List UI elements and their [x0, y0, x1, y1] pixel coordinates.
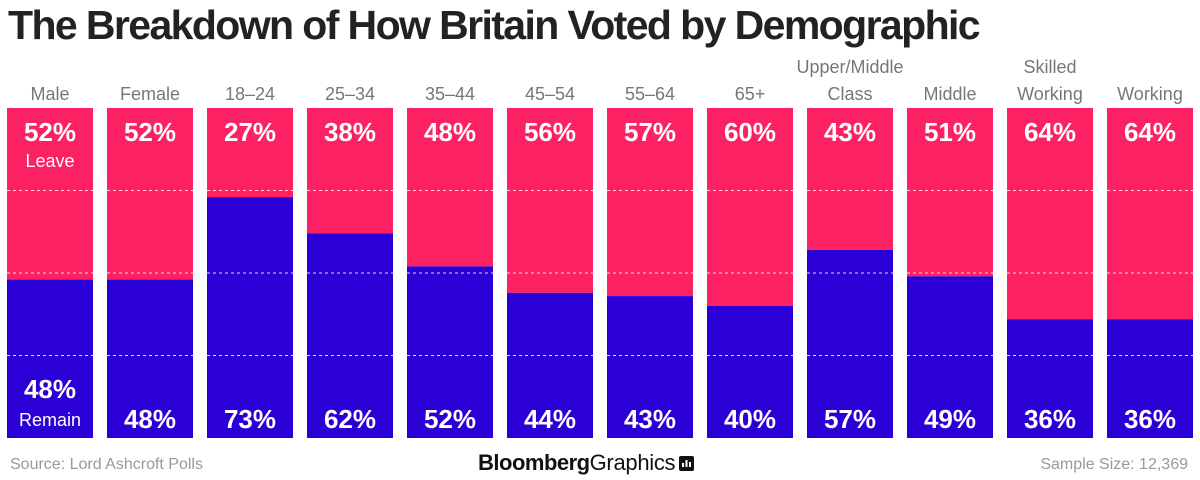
- source-note: Source: Lord Ashcroft Polls: [10, 456, 203, 473]
- bar-chart-speech-icon: [679, 456, 695, 471]
- category-label: Working: [1017, 84, 1083, 104]
- bar-leave: [607, 108, 693, 297]
- bar-remain: [107, 279, 193, 438]
- category-label: 18–24: [225, 84, 275, 104]
- category-label: Upper/Middle: [796, 57, 903, 77]
- bar-leave: [207, 108, 293, 198]
- category-label: 35–44: [425, 84, 475, 104]
- leave-value-label: 43%: [824, 117, 876, 147]
- remain-value-label: 48%: [124, 404, 176, 434]
- bar-leave: [1007, 108, 1093, 320]
- chart-title: The Breakdown of How Britain Voted by De…: [8, 2, 981, 48]
- bar-remain: [307, 233, 393, 438]
- remain-value-label: 43%: [624, 404, 676, 434]
- leave-value-label: 64%: [1024, 117, 1076, 147]
- bar-leave: [7, 108, 93, 280]
- leave-value-label: 60%: [724, 117, 776, 147]
- bar-remain: [707, 306, 793, 438]
- category-label: 55–64: [625, 84, 675, 104]
- brand-light: Graphics: [589, 450, 676, 475]
- leave-value-label: 52%: [24, 117, 76, 147]
- leave-value-label: 56%: [524, 117, 576, 147]
- sample-size-note: Sample Size: 12,369: [1040, 456, 1188, 473]
- bar-leave: [907, 108, 993, 277]
- remain-value-label: 52%: [424, 404, 476, 434]
- leave-value-label: 38%: [324, 117, 376, 147]
- bar-remain: [607, 296, 693, 438]
- remain-series-label: Remain: [19, 410, 81, 430]
- bar-leave: [307, 108, 393, 234]
- category-label: Skilled: [1023, 57, 1076, 77]
- leave-value-label: 64%: [1124, 117, 1176, 147]
- brand-logo: BloombergGraphics: [478, 450, 695, 476]
- category-label: Female: [120, 84, 180, 104]
- category-label: 45–54: [525, 84, 575, 104]
- remain-value-label: 73%: [224, 404, 276, 434]
- bar-remain: [7, 279, 93, 438]
- remain-value-label: 57%: [824, 404, 876, 434]
- leave-series-label: Leave: [25, 151, 74, 171]
- bar-remain: [1107, 319, 1193, 438]
- remain-value-label: 44%: [524, 404, 576, 434]
- category-label: 25–34: [325, 84, 375, 104]
- bar-remain: [807, 249, 893, 438]
- bar-leave: [407, 108, 493, 267]
- remain-value-label: 62%: [324, 404, 376, 434]
- remain-value-label: 36%: [1024, 404, 1076, 434]
- bar-remain: [1007, 319, 1093, 438]
- bar-leave: [507, 108, 593, 293]
- bar-remain: [507, 292, 593, 438]
- bar-leave: [807, 108, 893, 250]
- category-label: 65+: [735, 84, 766, 104]
- category-label: Middle: [923, 84, 976, 104]
- leave-value-label: 27%: [224, 117, 276, 147]
- category-label: Working: [1117, 84, 1183, 104]
- remain-value-label: 49%: [924, 404, 976, 434]
- remain-value-label: 36%: [1124, 404, 1176, 434]
- stacked-bar-chart: Male 52% 48% Leave Remain Female 52% 48% 18–24 27…: [7, 57, 1193, 438]
- bar-remain: [907, 276, 993, 438]
- bar-leave: [1107, 108, 1193, 320]
- category-label: Male: [30, 84, 69, 104]
- brand-bold: Bloomberg: [478, 450, 590, 475]
- leave-value-label: 52%: [124, 117, 176, 147]
- bar-remain: [207, 197, 293, 438]
- remain-value-label: 40%: [724, 404, 776, 434]
- remain-value-label: 48%: [24, 374, 76, 404]
- leave-value-label: 57%: [624, 117, 676, 147]
- leave-value-label: 48%: [424, 117, 476, 147]
- category-label: Class: [827, 84, 872, 104]
- bar-remain: [407, 266, 493, 438]
- leave-value-label: 51%: [924, 117, 976, 147]
- bar-leave: [107, 108, 193, 280]
